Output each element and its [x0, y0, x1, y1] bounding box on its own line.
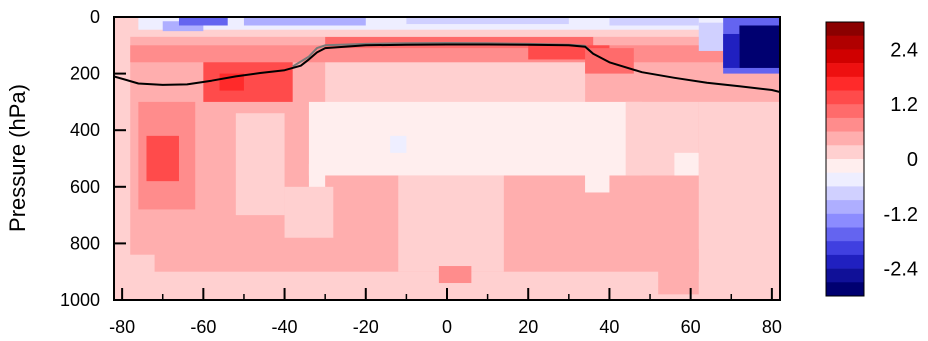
field-cell [674, 152, 699, 176]
field-cell [739, 25, 780, 68]
colorbar-label: -2.4 [884, 259, 918, 281]
x-tick-label: -20 [353, 317, 379, 337]
colorbar-segment [826, 145, 864, 160]
field-cell [203, 59, 293, 102]
x-tick-label: 40 [599, 317, 619, 337]
colorbar-segment [826, 268, 864, 283]
y-tick-label: 400 [70, 120, 100, 140]
anomaly-field [114, 17, 780, 300]
colorbar-segment [826, 282, 864, 297]
colorbar-segment [826, 172, 864, 187]
colorbar-segment [826, 76, 864, 91]
colorbar-segment [826, 63, 864, 78]
x-axis: -80 -60 -40 -20 0 20 40 60 80 [109, 288, 782, 337]
y-tick-label: 200 [70, 64, 100, 84]
y-tick-label: 0 [90, 7, 100, 27]
colorbar-segment [826, 49, 864, 64]
tropopause-lines [114, 42, 780, 93]
colorbar-segment [826, 159, 864, 173]
colorbar-label: 1.2 [890, 94, 918, 116]
field-cell [406, 17, 569, 25]
colorbar-segment [826, 117, 864, 132]
colorbar-segment [826, 104, 864, 119]
colorbar-segment [826, 22, 864, 36]
colorbar-segment [826, 90, 864, 105]
field-cell [438, 266, 472, 284]
y-tick-label: 800 [70, 233, 100, 253]
field-cell [114, 17, 131, 300]
colorbar-segment [826, 35, 864, 50]
colorbar-label: 2.4 [890, 39, 918, 61]
x-tick-label: 0 [442, 317, 452, 337]
colorbar-segment [826, 227, 864, 242]
x-tick-label: -80 [109, 317, 135, 337]
y-tick-label: 1000 [60, 290, 100, 310]
x-tick-label: 60 [681, 317, 701, 337]
tropopause-line-black [114, 43, 780, 93]
field-cell [390, 135, 407, 153]
field-cell [609, 17, 699, 26]
field-cell [398, 175, 504, 272]
field-cell [723, 33, 740, 68]
field-cell [414, 59, 586, 108]
field-cell [235, 113, 285, 216]
field-cell [284, 186, 334, 238]
field-cell [698, 22, 724, 51]
colorbar-label: -1.2 [884, 204, 918, 226]
colorbar-frame [825, 21, 865, 297]
field-cell [162, 21, 204, 32]
colorbar: 2.4 1.2 0 -1.2 -2.4 [825, 21, 918, 297]
colorbar-label: 0 [907, 149, 918, 171]
field-cell [585, 164, 610, 193]
y-tick-label: 600 [70, 177, 100, 197]
colorbar-segment [826, 213, 864, 228]
x-tick-label: -60 [190, 317, 216, 337]
field-cell [308, 101, 642, 176]
field-cell [243, 17, 366, 26]
colorbar-segment [826, 254, 864, 269]
field-cell [658, 249, 699, 295]
x-tick-label: -40 [272, 317, 298, 337]
colorbar-segment [826, 131, 864, 146]
y-axis: 0 200 400 600 800 1000 [60, 7, 126, 310]
colorbar-segment [826, 241, 864, 256]
x-tick-label: 80 [762, 317, 782, 337]
field-cell [698, 101, 780, 300]
field-cell [146, 135, 179, 182]
field-cell [585, 48, 634, 74]
field-cell [178, 17, 228, 26]
y-axis-label: Pressure (hPa) [5, 84, 30, 232]
colorbar-segment [826, 186, 864, 201]
colorbar-segment [826, 200, 864, 215]
x-tick-label: 20 [518, 317, 538, 337]
